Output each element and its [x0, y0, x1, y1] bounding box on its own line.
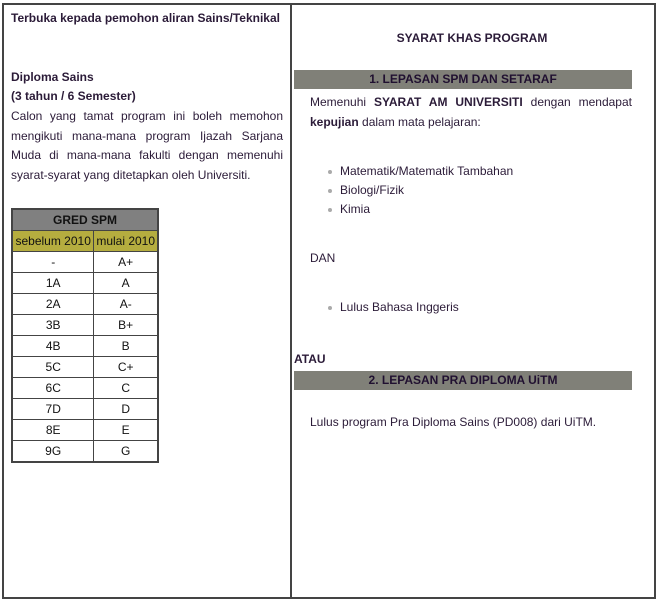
table-cell: 6C [11, 377, 95, 399]
section2-title: 2. LEPASAN PRA DIPLOMA UiTM [294, 371, 632, 390]
table-cell: C+ [93, 356, 159, 378]
list-item: Matematik/Matematik Tambahan [326, 162, 513, 181]
grade-table: GRED SPM sebelum 2010 mulai 2010 - A+ 1A A 2… [11, 208, 159, 463]
section1-title: 1. LEPASAN SPM DAN SETARAF [294, 70, 632, 89]
table-cell: 9G [11, 440, 95, 463]
text-bold: kepujian [310, 115, 359, 129]
table-row: 2A A- [11, 293, 159, 315]
text: Memenuhi [310, 95, 374, 109]
content-frame [2, 3, 656, 599]
column-divider [290, 3, 292, 599]
program-description: Calon yang tamat program ini boleh memoh… [11, 109, 283, 182]
subject-list: Matematik/Matematik Tambahan Biologi/Fiz… [326, 162, 513, 219]
table-row: 4B B [11, 335, 159, 357]
grade-table-title: GRED SPM [11, 208, 159, 231]
program-duration: (3 tahun / 6 Semester) [11, 89, 136, 103]
table-row: 5C C+ [11, 356, 159, 378]
table-cell: B+ [93, 314, 159, 336]
extra-list: Lulus Bahasa Inggeris [326, 298, 459, 317]
table-cell: B [93, 335, 159, 357]
text-bold: SYARAT AM UNIVERSITI [373, 95, 523, 109]
table-row: - A+ [11, 251, 159, 273]
column-header: sebelum 2010 [11, 230, 95, 252]
list-item: Lulus Bahasa Inggeris [326, 298, 459, 317]
table-cell: 1A [11, 272, 95, 294]
section1-text: Memenuhi SYARAT AM UNIVERSITI dengan men… [310, 92, 632, 132]
intro-text: Terbuka kepada pemohon aliran Sains/Tekn… [11, 11, 280, 25]
table-cell: D [93, 398, 159, 420]
table-cell: E [93, 419, 159, 441]
section-heading: SYARAT KHAS PROGRAM [396, 31, 548, 45]
table-row: 8E E [11, 419, 159, 441]
table-row: 1A A [11, 272, 159, 294]
and-label: DAN [310, 251, 336, 265]
text: dengan mendapat [522, 95, 632, 109]
section2-text: Lulus program Pra Diploma Sains (PD008) … [310, 415, 597, 429]
table-cell: 7D [11, 398, 95, 420]
column-header: mulai 2010 [93, 230, 159, 252]
table-cell: - [11, 251, 95, 273]
table-cell: 3B [11, 314, 95, 336]
table-cell: G [93, 440, 159, 463]
table-row: 9G G [11, 440, 159, 463]
list-item: Kimia [326, 200, 513, 219]
table-cell: A [93, 272, 159, 294]
table-cell: A- [93, 293, 159, 315]
table-row: 6C C [11, 377, 159, 399]
table-cell: 2A [11, 293, 95, 315]
table-cell: 4B [11, 335, 95, 357]
list-item: Biologi/Fizik [326, 181, 513, 200]
table-cell: C [93, 377, 159, 399]
table-cell: 8E [11, 419, 95, 441]
text: dalam mata pelajaran: [358, 115, 481, 129]
table-row: 7D D [11, 398, 159, 420]
table-cell: 5C [11, 356, 95, 378]
program-title: Diploma Sains [11, 70, 94, 84]
table-row: 3B B+ [11, 314, 159, 336]
table-cell: A+ [93, 251, 159, 273]
or-label: ATAU [294, 352, 326, 366]
